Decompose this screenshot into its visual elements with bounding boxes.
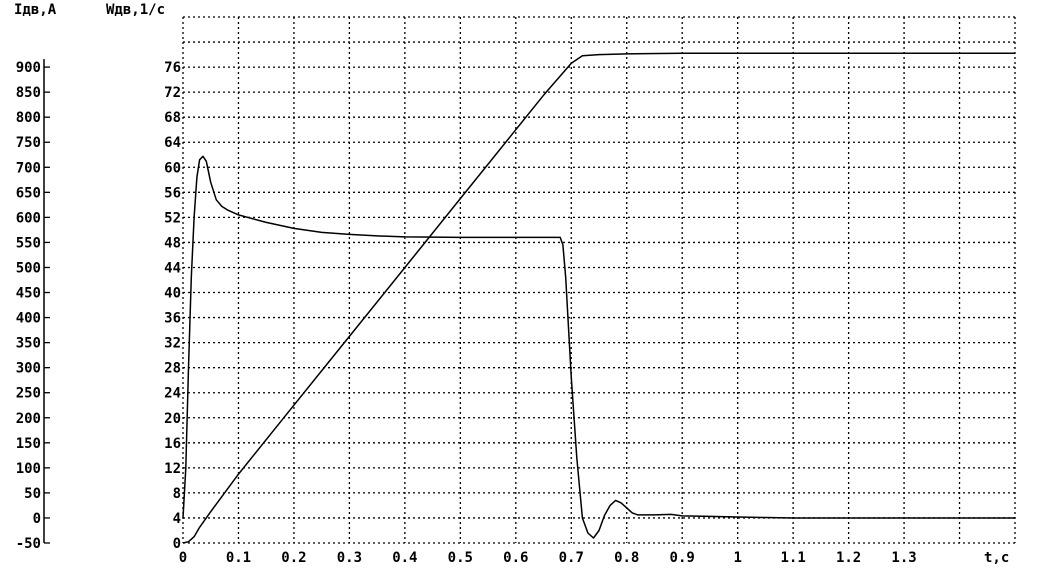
speed-tick-label: 44	[164, 260, 181, 276]
x-tick-label: 1.2	[836, 550, 861, 566]
speed-tick-label: 12	[164, 461, 181, 477]
current-tick-label: 600	[16, 210, 41, 226]
right-axis-label: Wдв,1/c	[106, 2, 165, 18]
current-tick-label: 850	[16, 85, 41, 101]
current-tick-label: 400	[16, 311, 41, 327]
x-axis-label: t,c	[984, 550, 1009, 566]
current-tick-label: 700	[16, 160, 41, 176]
current-tick-label: 550	[16, 235, 41, 251]
speed-tick-label: 0	[173, 536, 181, 552]
speed-tick-label: 52	[164, 210, 181, 226]
x-tick-label: 0.5	[448, 550, 473, 566]
current-tick-label: 800	[16, 110, 41, 126]
current-tick-label: 900	[16, 60, 41, 76]
series	[182, 52, 1015, 544]
speed-tick-label: 20	[164, 411, 181, 427]
speed-tick-label: 4	[173, 511, 181, 527]
speed-tick-label: 76	[164, 60, 181, 76]
current-tick-label: 350	[16, 336, 41, 352]
speed-tick-label: 40	[164, 286, 181, 302]
speed-tick-label: 36	[164, 311, 181, 327]
current-tick-label: 500	[16, 260, 41, 276]
current-tick-label: 150	[16, 436, 41, 452]
speed-tick-label: 60	[164, 160, 181, 176]
current-tick-label: 650	[16, 185, 41, 201]
x-tick-label: 0.2	[281, 550, 306, 566]
speed-tick-label: 32	[164, 336, 181, 352]
speed-tick-label: 24	[164, 386, 181, 402]
speed-tick-label: 16	[164, 436, 181, 452]
speed-tick-label: 64	[164, 135, 181, 151]
speed-series-line	[182, 52, 1015, 544]
x-tick-label: 0.1	[226, 550, 251, 566]
current-tick-label: 200	[16, 411, 41, 427]
x-tick-label: 0.4	[392, 550, 417, 566]
speed-tick-label: 28	[164, 361, 181, 377]
current-tick-label: 300	[16, 361, 41, 377]
speed-tick-label: 68	[164, 110, 181, 126]
axes: 0 0.1 0.2 0.3 0.4 0.5 0.6 0.7 0.8 0.9 1 1.1 1.2 1.3 76…	[16, 59, 917, 566]
current-tick-label: 0	[33, 511, 41, 527]
current-tick-label: -50	[16, 536, 41, 552]
speed-tick-label: 48	[164, 235, 181, 251]
speed-tick-label: 8	[173, 486, 181, 502]
x-tick-label: 0.8	[614, 550, 639, 566]
x-tick-label: 0.9	[670, 550, 695, 566]
speed-tick-label: 56	[164, 185, 181, 201]
current-tick-label: 250	[16, 386, 41, 402]
current-tick-label: 750	[16, 135, 41, 151]
grid	[182, 16, 1016, 544]
x-tick-label: 0.3	[337, 550, 362, 566]
left-axis-label: Iдв,A	[14, 2, 57, 18]
x-tick-label: 1.3	[891, 550, 916, 566]
x-tick-label: 1.1	[780, 550, 805, 566]
x-tick-label: 0.6	[503, 550, 528, 566]
x-tick-label: 0.7	[559, 550, 584, 566]
current-tick-label: 100	[16, 461, 41, 477]
speed-tick-label: 72	[164, 85, 181, 101]
current-tick-label: 50	[24, 486, 41, 502]
current-tick-label: 450	[16, 286, 41, 302]
x-tick-label: 0	[179, 550, 187, 566]
current-series-line	[182, 155, 1015, 539]
x-tick-label: 1	[733, 550, 741, 566]
